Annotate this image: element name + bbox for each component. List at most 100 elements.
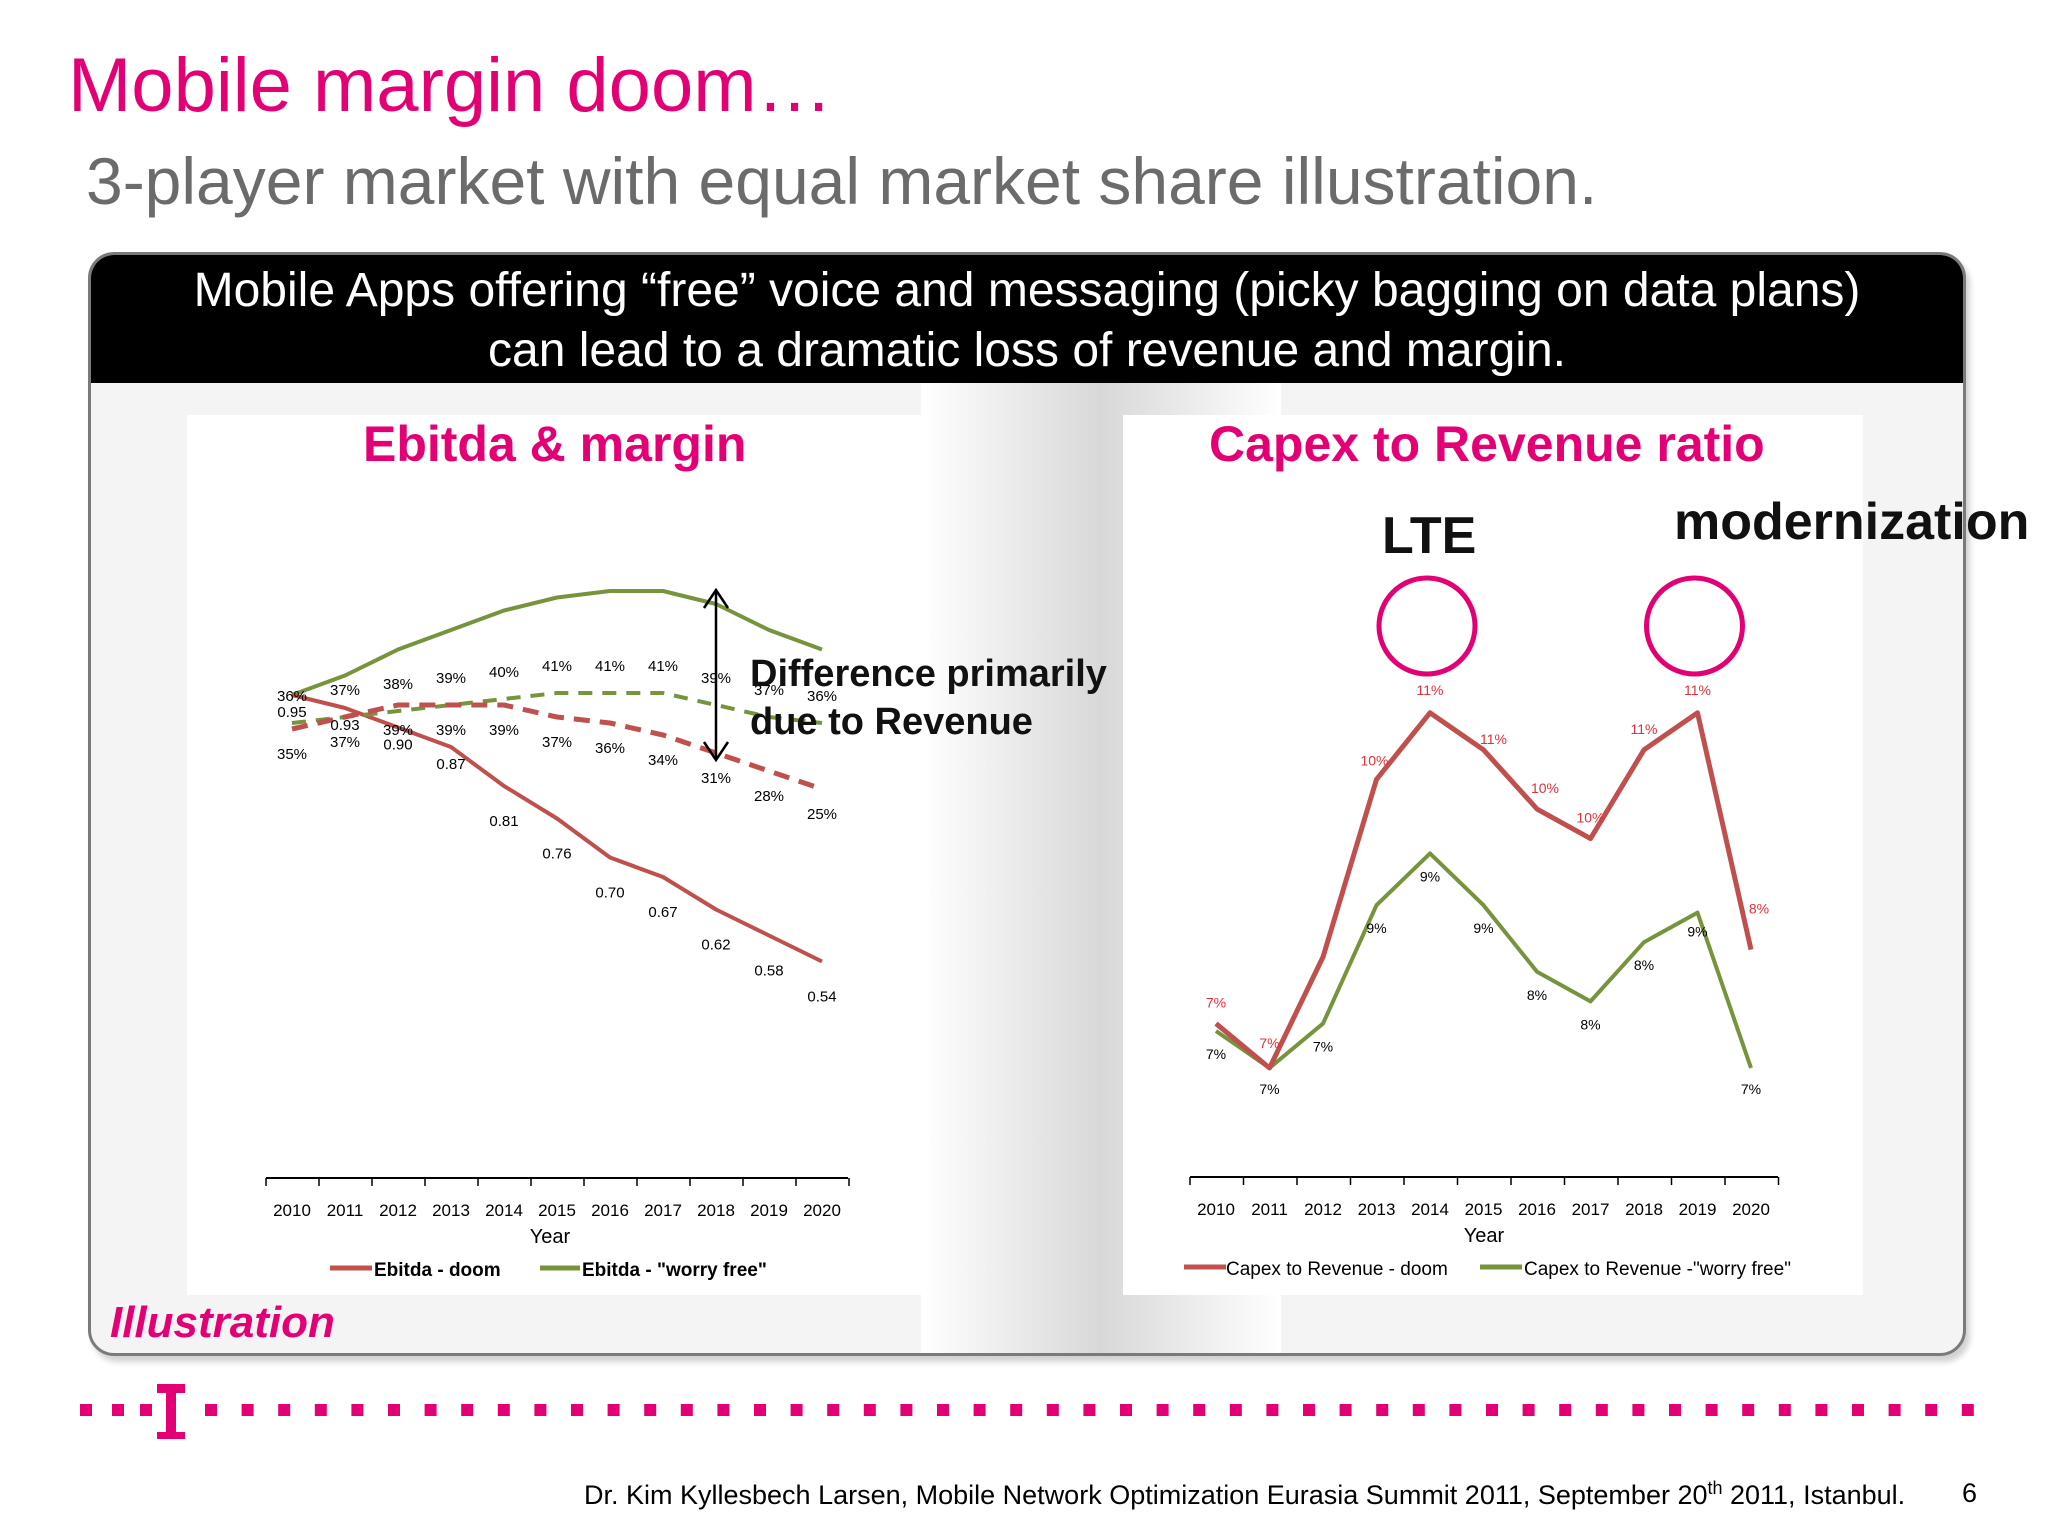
brand-dot xyxy=(112,1404,124,1416)
capex-x-tick-label: 2014 xyxy=(1411,1200,1449,1219)
ebitda-x-tick-label: 2016 xyxy=(591,1201,629,1220)
brand-dot xyxy=(1120,1404,1132,1416)
margin-worryfree-data-label: 39% xyxy=(436,670,466,687)
ebitda-doom-data-label: 0.95 xyxy=(277,704,306,721)
ebitda-chart-area xyxy=(187,415,927,1295)
content-panel: Mobile Apps offering “free” voice and me… xyxy=(88,252,1966,1356)
brand-dot xyxy=(497,1404,510,1416)
margin-doom-data-label: 37% xyxy=(330,734,360,751)
ebitda-legend-worryfree-label: Ebitda - "worry free" xyxy=(582,1260,767,1281)
brand-dot xyxy=(1486,1404,1498,1416)
brand-dot xyxy=(1778,1404,1791,1416)
brand-dot xyxy=(680,1404,693,1416)
banner-line-1: Mobile Apps offering “free” voice and me… xyxy=(193,264,1861,317)
capex-chart-area xyxy=(1123,415,1863,1295)
brand-dot xyxy=(1339,1404,1352,1416)
brand-dot xyxy=(644,1404,657,1416)
brand-dot xyxy=(1925,1404,1938,1416)
brand-dot xyxy=(717,1404,730,1416)
ebitda-x-tick-label: 2019 xyxy=(750,1201,788,1220)
brand-dot xyxy=(278,1404,291,1416)
ebitda-doom-data-label: 0.58 xyxy=(754,963,783,980)
brand-dot xyxy=(863,1404,876,1416)
brand-dot xyxy=(534,1404,547,1416)
capex-x-tick-label: 2013 xyxy=(1358,1200,1396,1219)
margin-doom-data-label: 28% xyxy=(754,788,784,805)
capex-x-tick-label: 2020 xyxy=(1732,1200,1770,1219)
ebitda-chart-title: Ebitda & margin xyxy=(363,416,747,472)
ebitda-doom-data-label: 0.62 xyxy=(701,937,730,954)
banner-line-2: can lead to a dramatic loss of revenue a… xyxy=(488,324,1566,377)
brand-dot xyxy=(1010,1404,1023,1416)
capex-worryfree-line xyxy=(1214,851,1753,1070)
brand-dot xyxy=(388,1404,400,1416)
margin-doom-data-label: 35% xyxy=(277,746,307,763)
margin-worryfree-data-label: 40% xyxy=(489,664,519,681)
illustration-label: Illustration xyxy=(110,1298,335,1347)
capex-chart-title: Capex to Revenue ratio xyxy=(1209,416,1765,472)
capex-doom-data-label: 10% xyxy=(1531,780,1559,796)
capex-legend-doom-label: Capex to Revenue - doom xyxy=(1226,1259,1448,1280)
capex-doom-data-label: 8% xyxy=(1749,901,1769,917)
brand-dot xyxy=(1376,1404,1389,1416)
slide-subtitle: 3-player market with equal market share … xyxy=(86,144,1598,218)
ebitda-doom-data-label: 0.67 xyxy=(648,904,677,921)
capex-doom-data-label: 10% xyxy=(1576,810,1604,826)
ebitda-x-tick-label: 2018 xyxy=(697,1201,735,1220)
ebitda-x-axis-title: Year xyxy=(530,1226,571,1248)
brand-dot xyxy=(140,1404,152,1416)
margin-doom-line xyxy=(291,702,823,792)
brand-dot xyxy=(1669,1404,1681,1416)
margin-doom-data-label: 39% xyxy=(489,722,519,739)
highlight-circle xyxy=(1644,575,1745,677)
margin-worryfree-data-label: 38% xyxy=(383,676,413,693)
ebitda-x-tick-label: 2012 xyxy=(379,1201,417,1220)
gradient-band-left xyxy=(921,383,1101,1353)
brand-dot xyxy=(1083,1404,1096,1416)
brand-dot xyxy=(937,1404,949,1416)
ebitda-x-tick-label: 2013 xyxy=(432,1201,470,1220)
capex-doom-data-label: 10% xyxy=(1360,752,1388,768)
lte-annotation: LTE xyxy=(1382,507,1477,565)
brand-dot xyxy=(1559,1404,1572,1416)
brand-dot xyxy=(571,1404,583,1416)
brand-dot xyxy=(973,1404,986,1416)
brand-dot xyxy=(1595,1404,1608,1416)
brand-dot xyxy=(424,1404,437,1416)
brand-dot xyxy=(1961,1404,1974,1416)
brand-dot xyxy=(1046,1404,1059,1416)
capex-worryfree-data-label: 7% xyxy=(1313,1039,1333,1055)
ebitda-doom-data-label: 0.90 xyxy=(383,737,412,754)
ebitda-x-tick-label: 2017 xyxy=(644,1201,682,1220)
capex-x-axis-title: Year xyxy=(1464,1225,1505,1247)
capex-doom-data-label: 11% xyxy=(1417,682,1444,698)
capex-doom-data-label: 7% xyxy=(1206,995,1226,1011)
brand-dot xyxy=(351,1404,364,1416)
capex-doom-data-label: 11% xyxy=(1631,721,1658,737)
brand-dot xyxy=(1266,1404,1279,1416)
capex-worryfree-data-label: 9% xyxy=(1687,924,1707,940)
margin-doom-data-label: 37% xyxy=(542,734,572,751)
capex-x-tick-label: 2012 xyxy=(1304,1200,1342,1219)
margin-worryfree-data-label: 41% xyxy=(542,658,572,675)
brand-dot xyxy=(1522,1404,1535,1416)
difference-arrow-head-up xyxy=(702,587,730,609)
brand-dot xyxy=(754,1404,766,1416)
margin-doom-data-label: 25% xyxy=(807,806,837,823)
page-number: 6 xyxy=(1962,1478,1978,1508)
footer-credit: Dr. Kim Kyllesbech Larsen, Mobile Networ… xyxy=(584,1478,1906,1510)
brand-dot xyxy=(1303,1404,1315,1416)
margin-doom-data-label: 31% xyxy=(701,770,731,787)
highlight-circle xyxy=(1376,575,1478,677)
capex-doom-data-label: 11% xyxy=(1480,731,1507,747)
ebitda-x-tick-label: 2010 xyxy=(273,1201,311,1220)
ebitda-doom-line xyxy=(291,693,823,964)
brand-dot xyxy=(1412,1404,1425,1416)
margin-worryfree-data-label: 37% xyxy=(330,682,360,699)
brand-dot xyxy=(461,1404,474,1416)
capex-x-tick-label: 2017 xyxy=(1572,1200,1610,1219)
capex-worryfree-data-label: 8% xyxy=(1634,957,1654,973)
brand-dotted-line xyxy=(80,1384,1974,1439)
brand-dot xyxy=(1705,1404,1718,1416)
brand-dot xyxy=(205,1404,217,1416)
